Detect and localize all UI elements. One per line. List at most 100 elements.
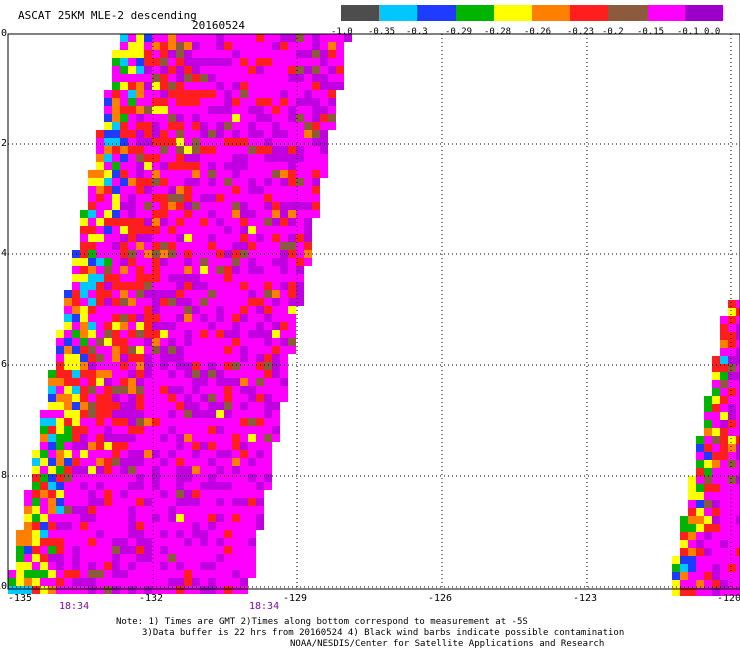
swath-cell xyxy=(120,178,128,186)
swath-cell xyxy=(208,530,216,538)
swath-cell xyxy=(184,114,192,122)
swath-cell xyxy=(280,322,288,330)
swath-cell xyxy=(80,394,88,402)
swath-cell xyxy=(232,578,240,586)
swath-cell xyxy=(264,466,272,474)
swath-cell xyxy=(272,282,280,290)
swath-cell xyxy=(184,482,192,490)
swath-cell xyxy=(72,354,80,362)
swath-cell xyxy=(216,506,224,514)
swath-cell xyxy=(200,522,208,530)
swath-cell xyxy=(56,442,64,450)
swath-cell xyxy=(216,418,224,426)
swath-cell xyxy=(296,226,304,234)
swath-cell xyxy=(176,50,184,58)
swath-cell xyxy=(216,234,224,242)
swath-cell xyxy=(712,468,720,476)
swath-cell xyxy=(152,314,160,322)
swath-cell xyxy=(40,482,48,490)
swath-cell xyxy=(128,322,136,330)
swath-cell xyxy=(16,578,24,586)
swath-cell xyxy=(152,242,160,250)
swath-cell xyxy=(296,258,304,266)
swath-cell xyxy=(192,338,200,346)
swath-cell xyxy=(248,378,256,386)
swath-cell xyxy=(136,266,144,274)
swath-cell xyxy=(208,586,216,594)
swath-cell xyxy=(288,314,296,322)
swath-cell xyxy=(192,274,200,282)
swath-cell xyxy=(160,218,168,226)
swath-cell xyxy=(720,572,728,580)
swath-cell xyxy=(48,490,56,498)
swath-cell xyxy=(176,170,184,178)
swath-cell xyxy=(112,586,120,594)
swath-cell xyxy=(152,282,160,290)
swath-cell xyxy=(88,346,96,354)
swath-cell xyxy=(696,500,704,508)
swath-cell xyxy=(152,338,160,346)
swath-cell xyxy=(48,562,56,570)
swath-cell xyxy=(736,332,740,340)
swath-cell xyxy=(248,226,256,234)
swath-cell xyxy=(240,578,248,586)
swath-cell xyxy=(128,498,136,506)
swath-cell xyxy=(272,338,280,346)
swath-cell xyxy=(160,298,168,306)
swath-cell xyxy=(104,274,112,282)
swath-cell xyxy=(216,66,224,74)
swath-cell xyxy=(120,290,128,298)
swath-cell xyxy=(176,586,184,594)
swath-cell xyxy=(128,170,136,178)
swath-cell xyxy=(144,170,152,178)
swath-cell xyxy=(80,242,88,250)
swath-cell xyxy=(192,570,200,578)
swath-cell xyxy=(152,506,160,514)
swath-cell xyxy=(104,570,112,578)
swath-cell xyxy=(104,522,112,530)
swath-cell xyxy=(136,442,144,450)
swath-cell xyxy=(200,282,208,290)
swath-cell xyxy=(280,98,288,106)
swath-cell xyxy=(200,226,208,234)
swath-cell xyxy=(168,370,176,378)
swath-cell xyxy=(224,298,232,306)
swath-cell xyxy=(256,66,264,74)
swath-cell xyxy=(224,42,232,50)
swath-cell xyxy=(184,330,192,338)
swath-cell xyxy=(264,50,272,58)
swath-cell xyxy=(736,556,740,564)
swath-cell xyxy=(248,122,256,130)
swath-cell xyxy=(128,530,136,538)
swath-cell xyxy=(160,346,168,354)
swath-cell xyxy=(208,266,216,274)
swath-cell xyxy=(264,58,272,66)
swath-cell xyxy=(208,562,216,570)
color-scale-segment xyxy=(493,5,533,21)
swath-cell xyxy=(208,386,216,394)
swath-cell xyxy=(272,258,280,266)
swath-cell xyxy=(712,556,720,564)
swath-cell xyxy=(152,546,160,554)
swath-cell xyxy=(240,258,248,266)
swath-cell xyxy=(168,506,176,514)
swath-cell xyxy=(320,130,328,138)
swath-cell xyxy=(168,474,176,482)
swath-cell xyxy=(64,458,72,466)
swath-cell xyxy=(216,442,224,450)
swath-cell xyxy=(208,42,216,50)
swath-cell xyxy=(312,146,320,154)
swath-cell xyxy=(136,306,144,314)
swath-cell xyxy=(720,324,728,332)
swath-cell xyxy=(736,340,740,348)
swath-cell xyxy=(168,242,176,250)
swath-cell xyxy=(136,74,144,82)
swath-cell xyxy=(736,356,740,364)
swath-cell xyxy=(296,162,304,170)
swath-cell xyxy=(120,570,128,578)
swath-cell xyxy=(136,98,144,106)
swath-cell xyxy=(720,396,728,404)
swath-cell xyxy=(184,530,192,538)
swath-cell xyxy=(64,442,72,450)
swath-cell xyxy=(696,508,704,516)
